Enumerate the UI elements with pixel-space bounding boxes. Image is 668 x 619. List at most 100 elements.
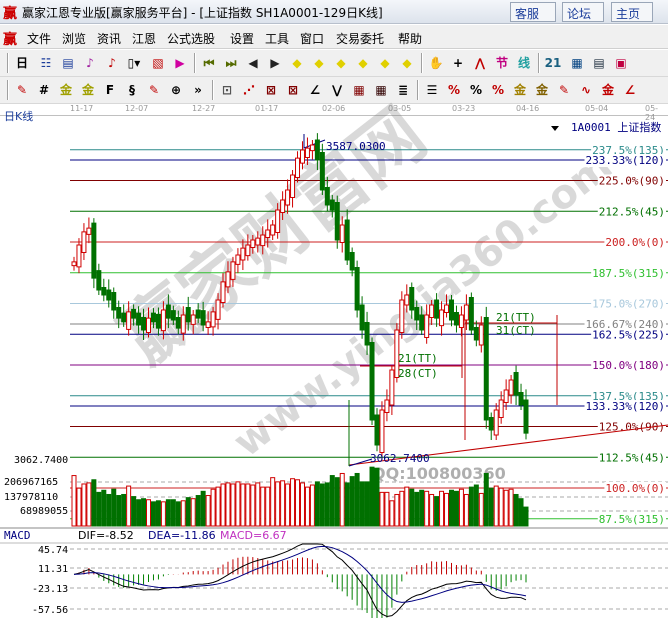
window-title: 赢家江恩专业版[赢家服务平台] - [上证指数 SH1A0001-129日K线]	[22, 6, 383, 20]
forum-button[interactable]: 论坛	[562, 2, 604, 22]
volume-bar	[309, 484, 315, 527]
fib-level-label: 133.33%(120)	[586, 400, 665, 413]
date-tick-label: 02-06	[322, 104, 346, 113]
eraser-icon[interactable]: ✎	[148, 83, 160, 97]
channel-icon[interactable]: ≣	[397, 83, 409, 97]
menu-file[interactable]: 文件	[27, 32, 52, 46]
notes-icon[interactable]: ▤	[62, 56, 74, 70]
volume-bar	[126, 485, 132, 527]
calendar-icon[interactable]: 21	[544, 56, 562, 70]
volume-bar	[409, 488, 415, 527]
first-icon[interactable]: ⏮	[203, 56, 215, 70]
volume-bar	[295, 479, 301, 527]
box-icon[interactable]: ⊡	[221, 83, 233, 97]
volume-bar	[399, 490, 405, 527]
parallel-lines-icon[interactable]: #	[38, 83, 50, 97]
candle-body	[131, 308, 137, 319]
prev-icon[interactable]: ◀	[248, 56, 258, 70]
volume-bar	[255, 482, 261, 527]
text-icon[interactable]: 线	[517, 56, 530, 70]
pen-icon[interactable]: ✎	[16, 83, 28, 97]
zoom-h-icon[interactable]: ◆	[336, 56, 346, 70]
indicator9-icon[interactable]: ♪	[108, 56, 116, 70]
candle-body	[200, 310, 206, 326]
volume-bar	[185, 497, 191, 527]
candle-body	[76, 244, 82, 268]
candle-body	[493, 409, 499, 436]
overview-icon[interactable]: ☷	[40, 56, 52, 70]
candle-body	[210, 311, 216, 328]
menu-help[interactable]: 帮助	[398, 32, 423, 46]
crosshair-icon[interactable]: +	[452, 56, 464, 70]
cycle-icon[interactable]: ∿	[580, 83, 592, 97]
f-ruler-icon[interactable]: F	[105, 83, 115, 97]
fib-label-background	[597, 205, 666, 219]
levels-icon[interactable]: ☰	[426, 83, 438, 97]
candle-body	[319, 152, 325, 191]
homepage-button[interactable]: 主页	[611, 2, 653, 22]
menu-window[interactable]: 窗口	[300, 32, 325, 46]
angle-red-icon[interactable]: ∠	[624, 83, 636, 97]
next-icon[interactable]: ▶	[270, 56, 280, 70]
shrink-h-icon[interactable]: ◆	[358, 56, 368, 70]
percent-lines-icon[interactable]: %	[491, 83, 505, 97]
wave-icon[interactable]: ⋁	[331, 83, 343, 97]
expand-all-icon[interactable]: ◆	[402, 56, 412, 70]
fib-level-label: 225.0%(90)	[599, 175, 665, 188]
menu-settings[interactable]: 设置	[230, 32, 255, 46]
menu-formula[interactable]: 公式选股	[167, 32, 216, 46]
volume-bar	[81, 483, 87, 527]
gann-square-icon[interactable]: ⊠	[287, 83, 299, 97]
flag-icon[interactable]: ▶	[175, 56, 185, 70]
volume-bar	[180, 500, 186, 527]
gold-red-icon[interactable]: 金	[601, 83, 614, 97]
save-icon[interactable]: ▣	[615, 56, 627, 70]
angle-icon[interactable]: ∠	[309, 83, 321, 97]
gold-circle-icon[interactable]: 金	[513, 83, 526, 97]
menu-info[interactable]: 资讯	[97, 32, 122, 46]
circle-ruler-icon[interactable]: ⊕	[170, 83, 182, 97]
volume-bar	[404, 486, 410, 527]
last-icon[interactable]: ⏭	[225, 56, 237, 70]
map-icon[interactable]: ▧	[152, 56, 164, 70]
macd-header: MACD DIF=-8.52 DEA=-11.86 MACD=6.67	[0, 529, 668, 543]
gold-ruler-icon[interactable]: 金	[59, 83, 72, 97]
fan-icon[interactable]: ⋰	[243, 83, 255, 97]
menu-browse[interactable]: 浏览	[62, 32, 87, 46]
indicator3-icon[interactable]: ♪	[86, 56, 94, 70]
shrink-all-icon[interactable]: ◆	[380, 56, 390, 70]
line-draw-icon[interactable]: ⋀	[474, 56, 486, 70]
percent-icon[interactable]: %	[469, 83, 483, 97]
volume-bar	[265, 486, 271, 527]
report-icon[interactable]: ▤	[593, 56, 605, 70]
candle-body	[424, 314, 430, 338]
macd-title: MACD	[4, 529, 31, 542]
candle-body	[384, 399, 390, 413]
toolbar-separator	[194, 53, 196, 73]
menu-gann[interactable]: 江恩	[132, 32, 157, 46]
spiral-icon[interactable]: §	[129, 83, 135, 97]
customer-service-button[interactable]: 客服	[510, 2, 556, 22]
volume-bar	[458, 488, 464, 527]
calculator-icon[interactable]: ▦	[571, 56, 583, 70]
gold-ruler2-icon[interactable]: 金	[81, 83, 94, 97]
more-icon[interactable]: »	[194, 83, 202, 97]
hand-icon[interactable]: ✋	[428, 56, 444, 70]
fib-label-background	[591, 359, 666, 372]
candle-type-icon[interactable]: ▯▾	[127, 56, 141, 70]
grid2-icon[interactable]: ▦	[375, 83, 387, 97]
scroll-right-icon[interactable]: ◆	[314, 56, 324, 70]
percent-fan-icon[interactable]: %	[447, 83, 461, 97]
menu-trade[interactable]: 交易委托	[336, 32, 385, 46]
grid-icon[interactable]: ▦	[353, 83, 365, 97]
dropdown-arrow-icon[interactable]	[551, 126, 559, 131]
menu-tools[interactable]: 工具	[265, 32, 290, 46]
macd-axis-label: -23.13	[32, 584, 68, 595]
scroll-left-icon[interactable]: ◆	[292, 56, 302, 70]
festival-icon[interactable]: 节	[495, 56, 508, 70]
marker-icon[interactable]: ✎	[558, 83, 570, 97]
gold-lines-icon[interactable]: 金	[535, 83, 548, 97]
volume-bar	[250, 484, 256, 527]
gann-box-icon[interactable]: ⊠	[265, 83, 277, 97]
